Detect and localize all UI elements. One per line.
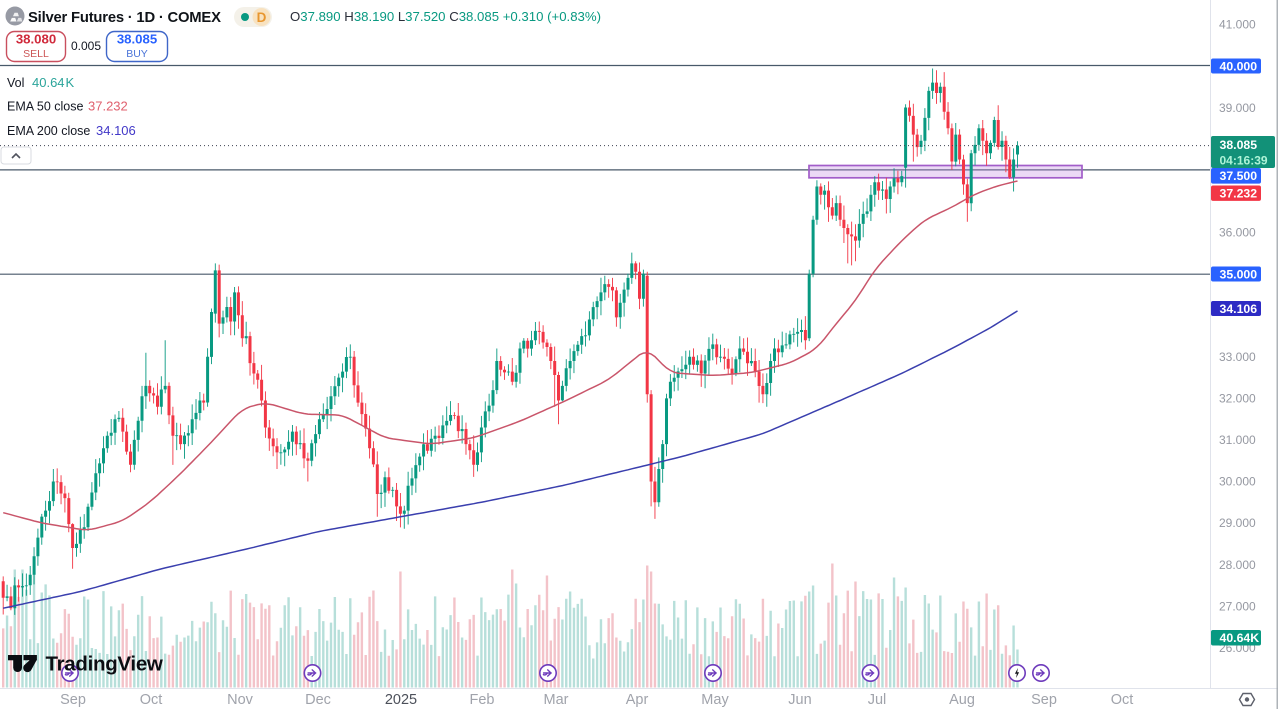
svg-text:32.000: 32.000: [1219, 392, 1256, 406]
svg-text:SELL: SELL: [23, 48, 49, 60]
svg-text:04:16:39: 04:16:39: [1220, 153, 1268, 167]
svg-text:Mar: Mar: [544, 692, 569, 708]
svg-text:Aug: Aug: [949, 692, 975, 708]
svg-text:Dec: Dec: [305, 692, 331, 708]
svg-text:37.232: 37.232: [88, 99, 128, 114]
svg-text:Apr: Apr: [626, 692, 649, 708]
svg-text:29.000: 29.000: [1219, 516, 1256, 530]
svg-text:D: D: [257, 10, 267, 25]
svg-text:Nov: Nov: [227, 692, 254, 708]
svg-text:27.000: 27.000: [1219, 599, 1256, 613]
svg-text:TradingView: TradingView: [46, 653, 163, 676]
svg-text:Sep: Sep: [60, 692, 86, 708]
svg-text:41.000: 41.000: [1219, 18, 1256, 32]
svg-text:Silver Futures · 1D · COMEX: Silver Futures · 1D · COMEX: [28, 10, 221, 26]
svg-text:Jul: Jul: [868, 692, 887, 708]
svg-text:33.000: 33.000: [1219, 350, 1256, 364]
svg-text:31.000: 31.000: [1219, 433, 1256, 447]
svg-text:35.000: 35.000: [1220, 267, 1258, 281]
svg-text:Oct: Oct: [140, 692, 163, 708]
svg-text:39.000: 39.000: [1219, 101, 1256, 115]
svg-text:EMA 200 close: EMA 200 close: [7, 124, 90, 138]
svg-text:EMA 50 close: EMA 50 close: [7, 100, 83, 114]
svg-text:Jun: Jun: [788, 692, 811, 708]
svg-text:37.232: 37.232: [1220, 187, 1258, 201]
svg-text:34.106: 34.106: [96, 123, 136, 138]
svg-text:Sep: Sep: [1031, 692, 1057, 708]
svg-text:O37.890 H38.190 L37.520 C38.08: O37.890 H38.190 L37.520 C38.085 +0.310 (…: [290, 9, 601, 24]
svg-text:Vol: Vol: [7, 76, 24, 90]
svg-text:34.106: 34.106: [1220, 302, 1258, 316]
svg-text:40.64K: 40.64K: [1220, 631, 1260, 645]
svg-text:May: May: [701, 692, 729, 708]
svg-text:37.500: 37.500: [1220, 169, 1258, 183]
svg-text:2025: 2025: [385, 692, 417, 708]
svg-text:40.000: 40.000: [1220, 59, 1258, 73]
svg-text:40.64K: 40.64K: [32, 75, 75, 90]
svg-text:Oct: Oct: [1111, 692, 1134, 708]
svg-text:30.000: 30.000: [1219, 475, 1256, 489]
svg-text:BUY: BUY: [126, 48, 148, 60]
svg-text:38.085: 38.085: [117, 32, 157, 47]
svg-text:28.000: 28.000: [1219, 558, 1256, 572]
svg-text:Feb: Feb: [470, 692, 495, 708]
svg-text:38.085: 38.085: [1220, 138, 1258, 152]
svg-text:0.005: 0.005: [71, 39, 101, 53]
svg-text:38.080: 38.080: [16, 32, 56, 47]
svg-text:36.000: 36.000: [1219, 225, 1256, 239]
